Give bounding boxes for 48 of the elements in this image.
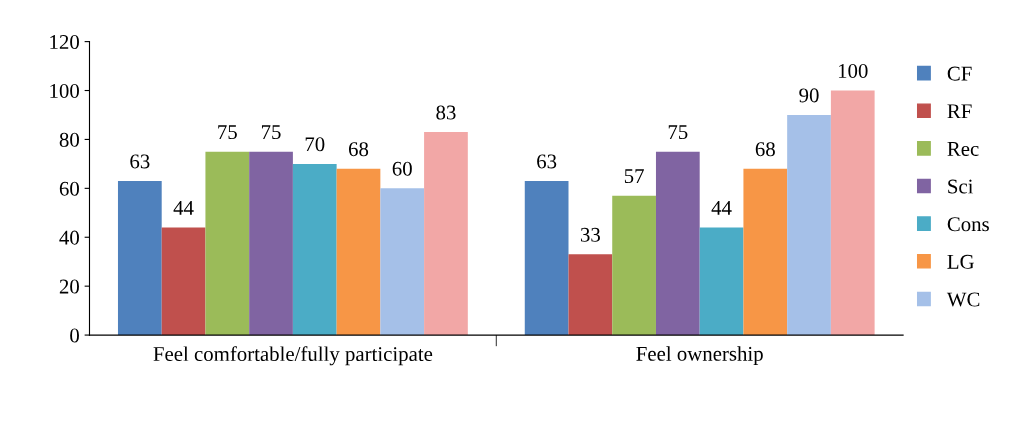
data-label: 100 — [838, 63, 868, 78]
data-label: 57 — [624, 169, 644, 184]
data-label: 90 — [799, 88, 819, 103]
y-tick-label: 40 — [59, 230, 79, 245]
x-tick-label: Feel comfortable/fully participate — [153, 346, 433, 366]
data-label: 60 — [392, 161, 412, 176]
bar — [161, 227, 206, 336]
data-label: 33 — [580, 227, 600, 242]
data-label: 75 — [218, 125, 237, 140]
y-tick-label: 60 — [59, 181, 79, 196]
legend-label: CF — [947, 66, 972, 81]
legend-label: LG — [947, 254, 974, 269]
y-tick-label: 0 — [70, 328, 79, 343]
data-label: 83 — [436, 105, 456, 120]
data-label: 44 — [711, 200, 732, 215]
legend-label: Cons — [947, 217, 989, 232]
legend-label: WC — [946, 292, 980, 307]
legend-label: Sci — [948, 179, 974, 194]
bar — [743, 168, 788, 336]
data-label: 75 — [261, 125, 281, 140]
legend-label: Rec — [947, 142, 979, 156]
data-label: 63 — [537, 154, 557, 169]
data-label: 75 — [668, 125, 688, 140]
y-tick-label: 100 — [50, 83, 79, 98]
legend-label: RF — [947, 104, 972, 119]
data-label: 44 — [173, 200, 194, 215]
bar — [787, 114, 831, 336]
bar — [699, 227, 744, 336]
bar — [655, 151, 700, 336]
data-label: 70 — [305, 137, 325, 152]
bar — [424, 132, 468, 336]
y-tick-label: 80 — [59, 132, 79, 147]
bar — [830, 90, 875, 336]
y-tick-label: 20 — [59, 279, 79, 294]
bar — [336, 168, 381, 336]
bar — [380, 188, 425, 336]
bar — [117, 181, 162, 336]
bar — [612, 195, 656, 336]
x-tick-label: Feel ownership — [636, 346, 763, 366]
bar — [524, 181, 569, 336]
bar — [292, 163, 337, 336]
bar — [205, 151, 250, 336]
data-label: 63 — [130, 154, 150, 169]
data-label: 68 — [348, 142, 369, 157]
bar — [249, 151, 293, 336]
data-label: 68 — [755, 142, 775, 157]
bar — [568, 254, 613, 336]
y-tick-label: 120 — [50, 34, 79, 50]
